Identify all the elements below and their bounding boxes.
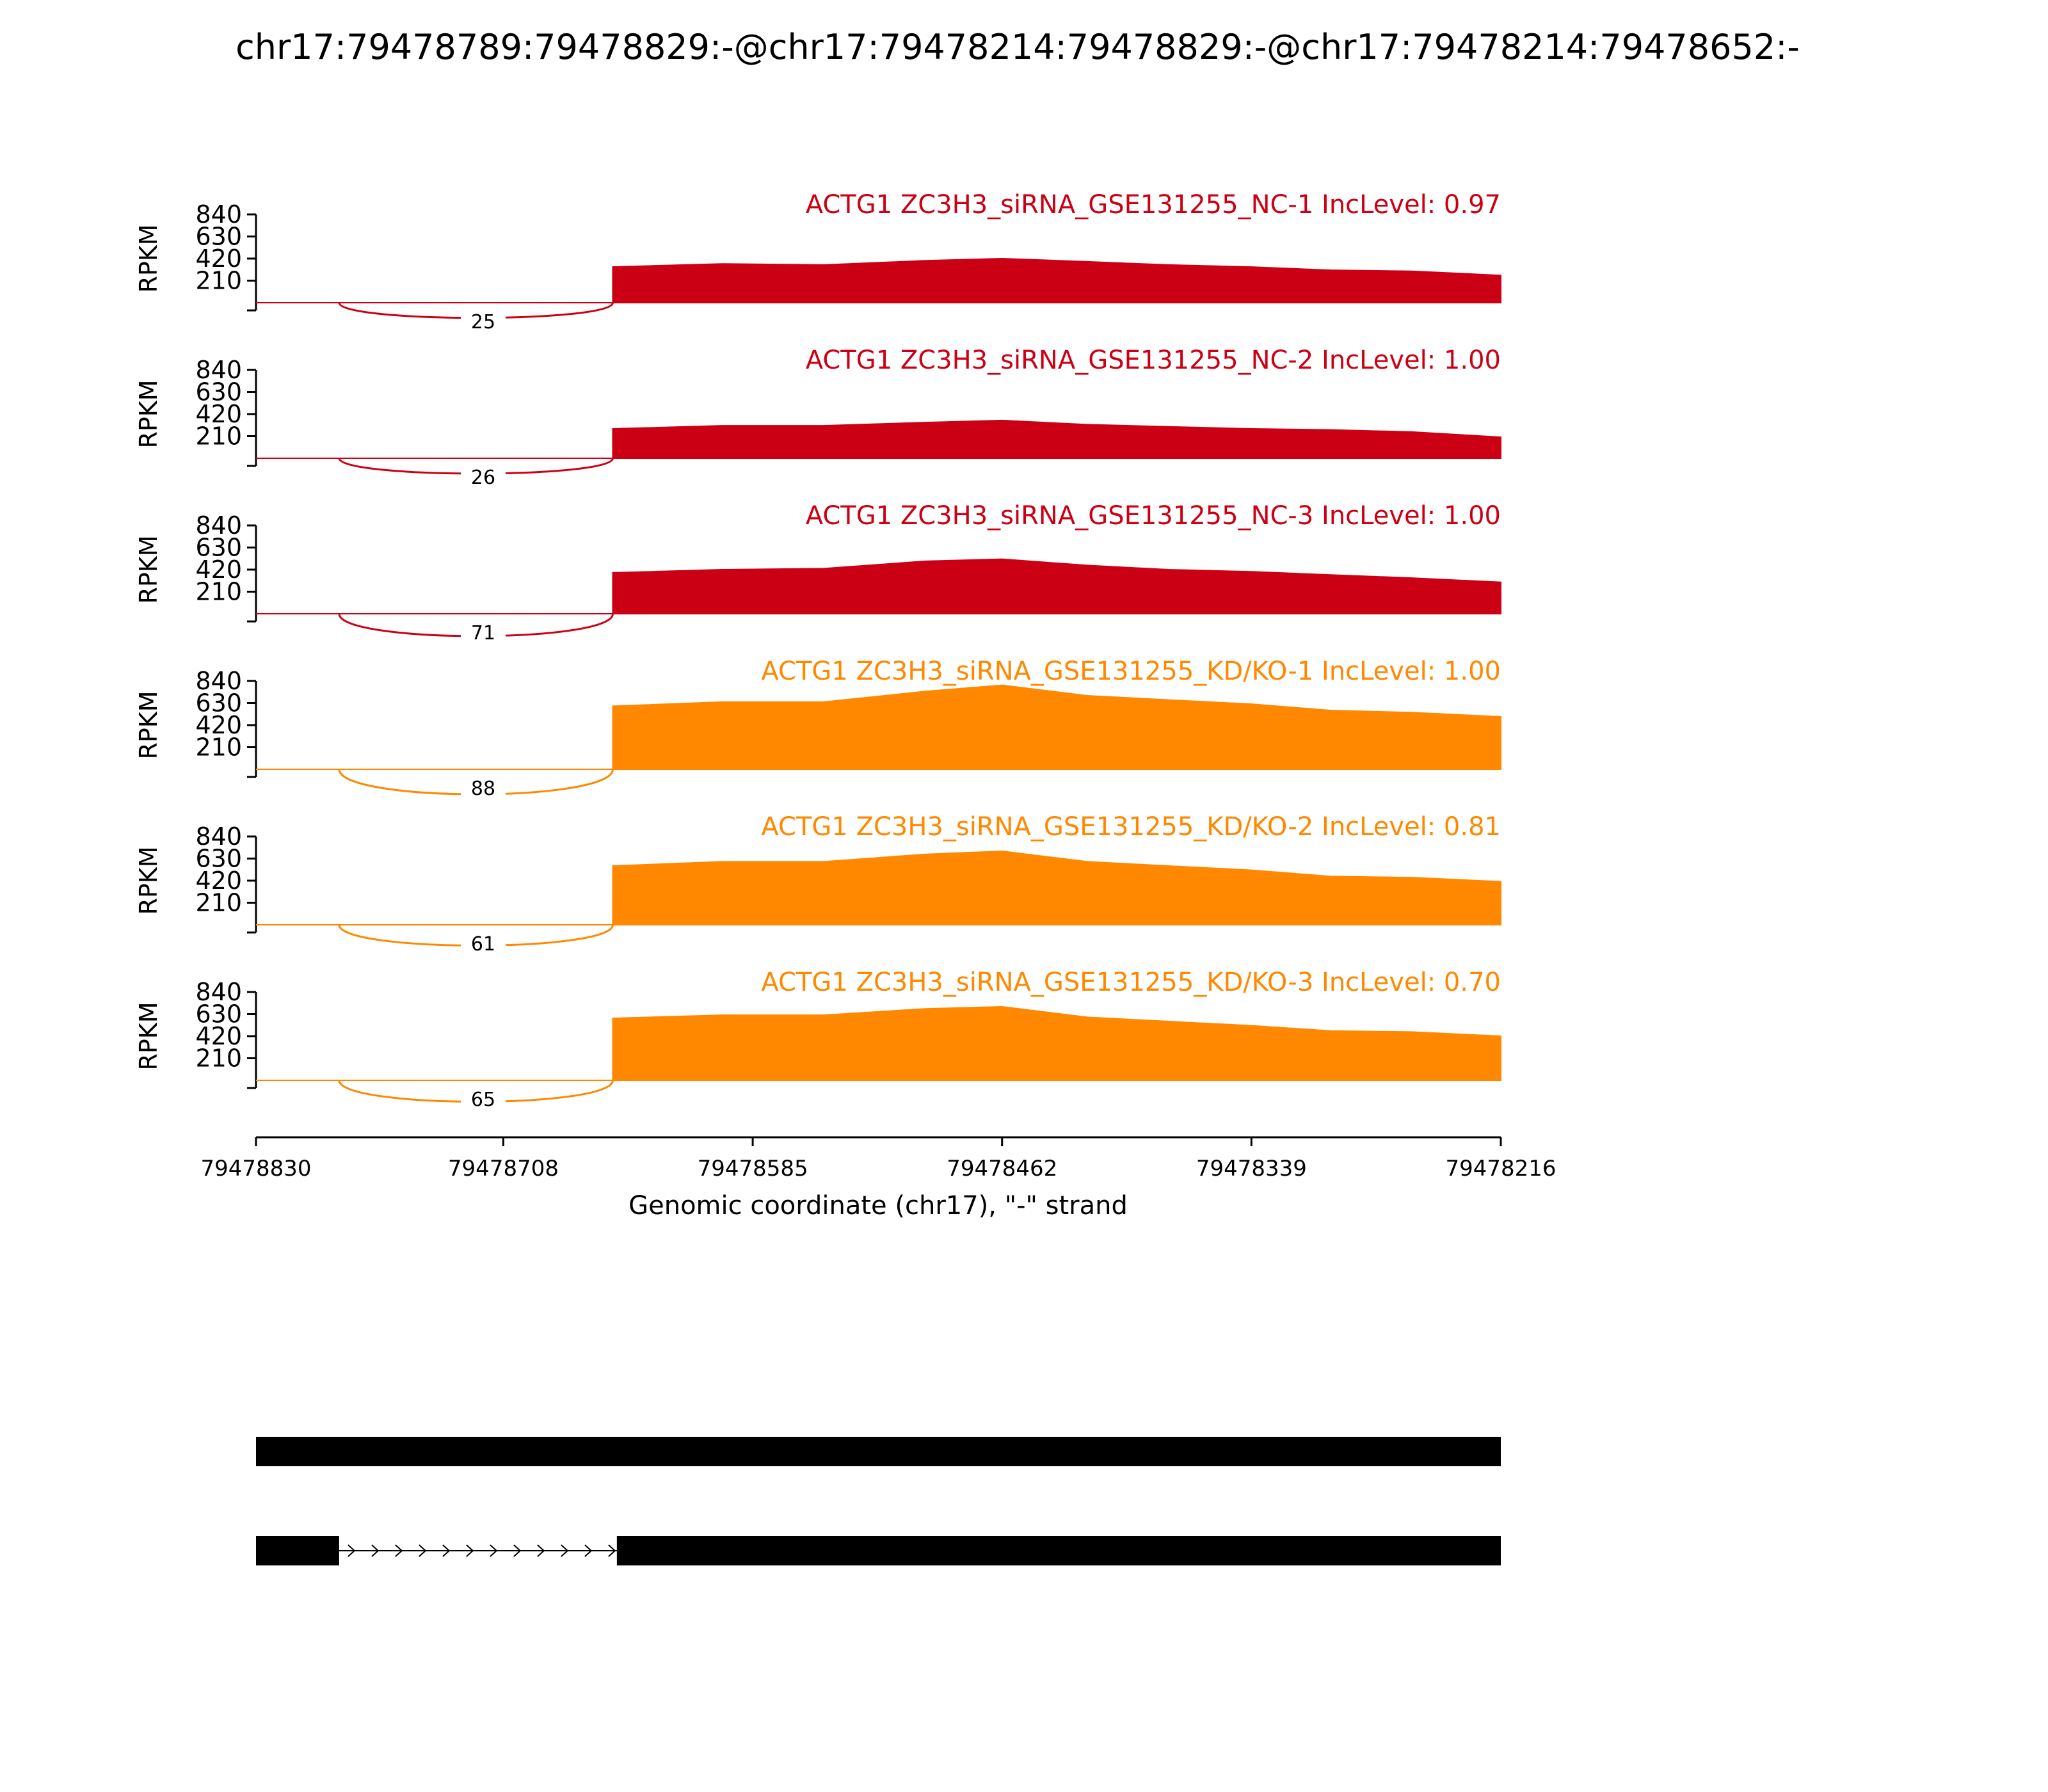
x-tick-label: 79478216	[1445, 1156, 1556, 1181]
junction-label-bg	[461, 623, 506, 645]
junction-label-bg	[461, 468, 506, 490]
y-axis-label: RPKM	[134, 224, 163, 292]
y-tick-label: 840	[195, 978, 242, 1006]
y-tick-label: 210	[195, 422, 242, 451]
series-label: ACTG1 ZC3H3_siRNA_GSE131255_NC-1 IncLeve…	[806, 190, 1501, 220]
junction-count: 61	[471, 933, 495, 956]
x-axis: 79478830 79478708 79478585 79478462 79478339…	[200, 1136, 1556, 1220]
strand-arrow	[395, 1544, 403, 1557]
y-tick-label: 420	[195, 556, 242, 584]
y-axis-label: RPKM	[134, 380, 163, 448]
strand-arrow	[537, 1544, 545, 1557]
junction-count: 71	[471, 622, 495, 644]
y-tick-label: 420	[195, 244, 242, 273]
series-label: ACTG1 ZC3H3_siRNA_GSE131255_KD/KO-2 IncL…	[761, 812, 1501, 842]
strand-arrow	[371, 1544, 380, 1557]
x-tick-label: 79478339	[1196, 1156, 1307, 1181]
strand-arrow	[608, 1544, 616, 1557]
y-tick-label: 840	[195, 200, 242, 228]
y-tick-label: 630	[195, 534, 242, 562]
junction-label-bg	[461, 312, 506, 334]
exon-block	[256, 1437, 1501, 1466]
coverage-area	[612, 850, 1501, 925]
transcript-1	[256, 1437, 1501, 1466]
junction-count: 25	[471, 311, 495, 333]
coverage-area	[612, 257, 1501, 303]
y-tick-label: 840	[195, 822, 242, 851]
junction-label-bg	[461, 779, 506, 801]
x-tick-label: 79478830	[200, 1156, 311, 1181]
strand-arrow	[513, 1544, 522, 1557]
x-axis-label: Genomic coordinate (chr17), "-" strand	[628, 1191, 1128, 1220]
strand-arrow	[466, 1544, 474, 1557]
strand-arrow	[561, 1544, 569, 1557]
strand-arrow	[442, 1544, 451, 1557]
junction-count: 26	[471, 467, 495, 489]
strand-arrow	[348, 1544, 356, 1557]
junction-label-bg	[461, 934, 506, 956]
y-tick-label: 420	[195, 400, 242, 428]
strand-arrow	[419, 1544, 427, 1557]
strand-arrow	[584, 1544, 593, 1557]
coverage-area	[612, 558, 1501, 614]
y-axis-label: RPKM	[134, 691, 163, 759]
exon-block	[256, 1536, 339, 1565]
coverage-area	[612, 1005, 1501, 1081]
series-label: ACTG1 ZC3H3_siRNA_GSE131255_NC-3 IncLeve…	[806, 501, 1501, 531]
series-label: ACTG1 ZC3H3_siRNA_GSE131255_KD/KO-1 IncL…	[761, 657, 1501, 686]
y-tick-label: 210	[195, 1044, 242, 1073]
y-tick-label: 210	[195, 733, 242, 762]
strand-arrow	[490, 1544, 498, 1557]
series-label: ACTG1 ZC3H3_siRNA_GSE131255_KD/KO-3 IncL…	[761, 968, 1501, 997]
series-label: ACTG1 ZC3H3_siRNA_GSE131255_NC-2 IncLeve…	[806, 346, 1501, 375]
y-tick-label: 840	[195, 511, 242, 540]
junction-count: 88	[471, 778, 495, 800]
y-tick-label: 210	[195, 267, 242, 295]
y-tick-label: 420	[195, 711, 242, 739]
y-axis-label: RPKM	[134, 1002, 163, 1070]
y-tick-label: 840	[195, 667, 242, 695]
x-tick-label: 79478708	[448, 1156, 559, 1181]
transcript-2	[256, 1536, 1501, 1565]
x-tick-label: 79478462	[947, 1156, 1057, 1181]
y-tick-label: 210	[195, 889, 242, 917]
y-tick-label: 630	[195, 845, 242, 873]
junction-count: 65	[471, 1089, 495, 1111]
y-tick-label: 210	[195, 578, 242, 606]
y-tick-label: 630	[195, 223, 242, 251]
chart-title: chr17:79478789:79478829:-@chr17:79478214…	[236, 27, 1800, 67]
exon-block	[616, 1536, 1501, 1565]
coverage-area	[612, 419, 1501, 459]
coverage-area	[612, 684, 1501, 770]
gene-models	[256, 1437, 1501, 1565]
junction-label-bg	[461, 1090, 506, 1112]
y-tick-label: 420	[195, 867, 242, 895]
y-tick-label: 840	[195, 356, 242, 384]
x-tick-label: 79478585	[698, 1156, 808, 1181]
y-axis-label: RPKM	[134, 535, 163, 604]
y-axis-label: RPKM	[134, 846, 163, 915]
y-tick-label: 630	[195, 1000, 242, 1028]
y-tick-label: 630	[195, 689, 242, 717]
y-tick-label: 420	[195, 1022, 242, 1050]
y-tick-label: 630	[195, 378, 242, 406]
